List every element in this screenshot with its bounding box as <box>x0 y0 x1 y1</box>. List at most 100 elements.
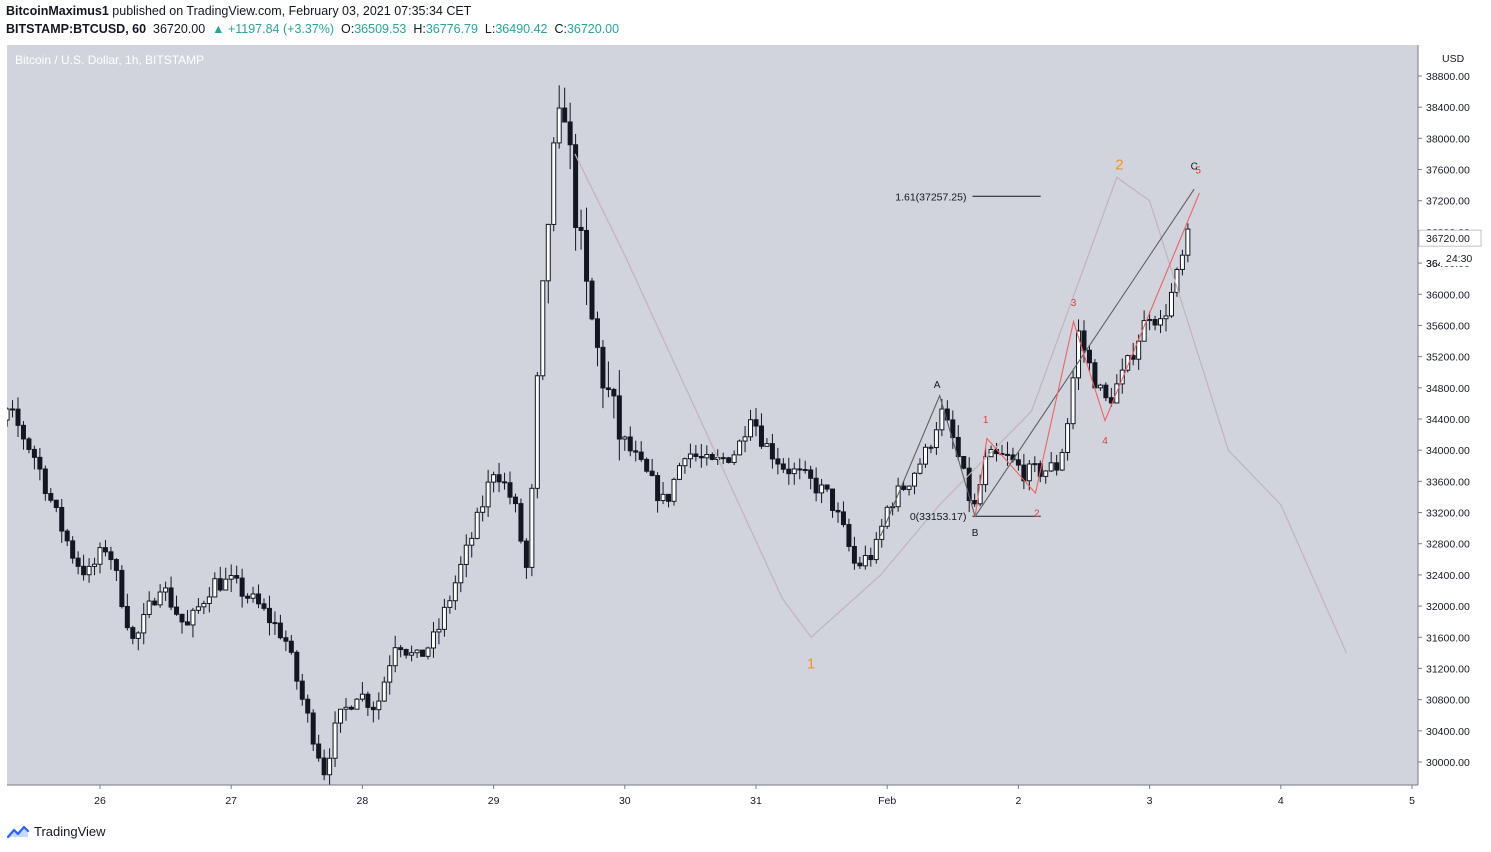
red-impulse-wave-line <box>974 192 1200 517</box>
y-tick-label: 35600.00 <box>1426 320 1470 332</box>
candle-body <box>1026 463 1032 482</box>
price-axis[interactable] <box>1418 45 1484 785</box>
candle-body <box>1168 291 1174 317</box>
candle-body <box>835 509 841 513</box>
candle-body <box>184 621 190 626</box>
candle-body <box>359 693 365 700</box>
candle-body <box>190 609 196 626</box>
candle-body <box>195 606 201 611</box>
low-label: L: <box>484 22 496 36</box>
candle-body <box>392 647 398 667</box>
high-value: 36776.79 <box>425 22 478 36</box>
candle-body <box>786 468 792 475</box>
candle-body <box>310 712 316 745</box>
y-tick-label: 34400.00 <box>1426 414 1470 426</box>
candle-body <box>802 469 808 472</box>
candle-body <box>485 481 491 508</box>
candle-body <box>31 448 37 458</box>
x-tick-label: 2 <box>1015 795 1021 807</box>
candle-body <box>239 577 245 597</box>
candle-body <box>758 425 764 447</box>
symbol-info: BITSTAMP:BTCUSD, 60 36720.00 ▲ +1197.84 … <box>6 22 619 36</box>
candle-body <box>737 440 743 456</box>
candle-body <box>20 424 26 440</box>
candle-body <box>939 408 945 431</box>
candle-body <box>42 468 48 495</box>
red-wave-label-1: 1 <box>983 415 989 426</box>
x-tick-label: 3 <box>1147 795 1153 807</box>
candle-body <box>113 559 119 571</box>
candle-body <box>168 587 174 608</box>
candle-body <box>403 649 409 656</box>
candle-body <box>545 223 551 282</box>
candle-body <box>463 544 469 565</box>
candle-body <box>698 455 704 459</box>
candle-body <box>573 144 579 228</box>
abc-label-C: C <box>1191 162 1198 173</box>
candle-body <box>496 474 502 483</box>
y-tick-label: 37600.00 <box>1426 165 1470 177</box>
candle-body <box>972 500 978 505</box>
candle-body <box>7 408 10 421</box>
candle-body <box>97 547 103 565</box>
candles <box>0 85 1191 785</box>
candle-body <box>922 446 928 465</box>
candle-body <box>983 456 989 486</box>
chart-plot-area[interactable] <box>7 45 1418 785</box>
candle-body <box>223 578 229 591</box>
publish-info: BitcoinMaximus1 published on TradingView… <box>6 4 471 18</box>
red-wave-label-2: 2 <box>1034 508 1040 519</box>
candle-body <box>600 346 606 389</box>
candle-body <box>917 463 923 474</box>
candle-body <box>720 457 726 460</box>
candle-body <box>26 438 32 450</box>
candle-body <box>862 555 868 567</box>
candle-body <box>649 470 655 477</box>
y-tick-label: 37200.00 <box>1426 196 1470 208</box>
candle-body <box>37 456 43 470</box>
high-label: H: <box>413 22 426 36</box>
candle-body <box>955 436 961 457</box>
candle-body <box>611 388 617 397</box>
candle-body <box>212 578 218 598</box>
y-tick-label: 30400.00 <box>1426 726 1470 738</box>
partial-tick-label: 364 <box>1426 258 1444 270</box>
y-tick-label: 38400.00 <box>1426 102 1470 114</box>
candle-body <box>764 443 770 447</box>
candle-body <box>830 488 836 511</box>
candle-body <box>529 487 535 568</box>
projected-wave-path <box>574 153 1347 654</box>
x-tick-label: 30 <box>619 795 631 807</box>
y-tick-label: 33600.00 <box>1426 476 1470 488</box>
candle-body <box>1103 384 1109 399</box>
candle-body <box>1147 319 1153 322</box>
candle-body <box>633 450 639 453</box>
candle-body <box>0 420 4 428</box>
y-tick-label: 32000.00 <box>1426 601 1470 613</box>
candle-body <box>436 628 442 633</box>
candle-body <box>1059 451 1065 471</box>
candle-body <box>704 454 710 459</box>
y-tick-label: 30000.00 <box>1426 757 1470 769</box>
candle-body <box>1185 228 1191 256</box>
candle-body <box>682 458 688 467</box>
countdown-tag-bg <box>1440 250 1480 267</box>
currency-label: USD <box>1442 53 1465 65</box>
candle-body <box>928 446 934 449</box>
footer-brand[interactable]: TradingView <box>6 824 106 839</box>
candle-body <box>507 482 513 498</box>
x-tick-label: Feb <box>878 795 896 807</box>
candle-body <box>266 607 272 624</box>
author-name[interactable]: BitcoinMaximus1 <box>6 4 109 18</box>
candle-body <box>775 458 781 465</box>
candle-body <box>381 681 387 702</box>
low-value: 36490.42 <box>495 22 548 36</box>
candle-body <box>294 651 300 682</box>
countdown-tag: 24:30 <box>1446 253 1472 265</box>
candle-body <box>638 451 644 460</box>
candle-body <box>1076 330 1082 379</box>
time-axis[interactable] <box>7 785 1418 815</box>
candle-body <box>857 562 863 567</box>
candle-body <box>1097 384 1103 389</box>
